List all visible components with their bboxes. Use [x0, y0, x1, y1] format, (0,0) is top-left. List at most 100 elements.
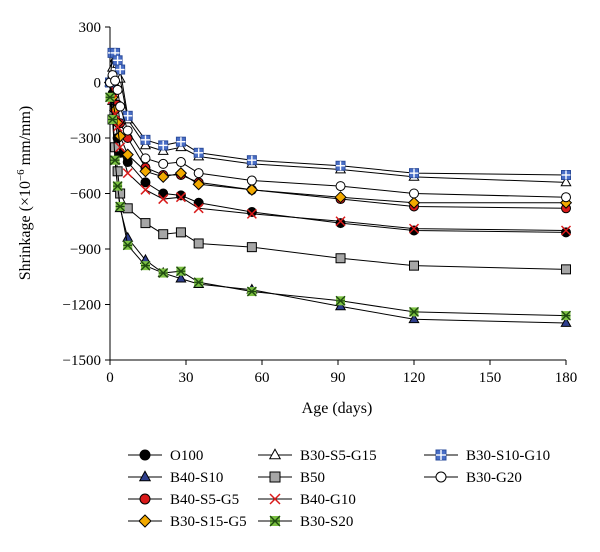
legend-label-b40-g10: B40-G10	[300, 492, 356, 508]
data-point-b30-g20	[140, 153, 151, 164]
data-point-b30-s10-g10	[335, 160, 346, 171]
data-point-b30-g20	[175, 157, 186, 168]
legend-marker-b30-g20	[435, 471, 447, 483]
data-point-o100	[246, 207, 257, 217]
x-tick-label: 150	[479, 370, 502, 386]
data-point-b30-s15-g5	[407, 196, 421, 209]
data-point-b50	[140, 218, 151, 229]
x-tick-label: 120	[403, 370, 426, 386]
data-point-b30-s20	[193, 277, 204, 288]
y-tick-label: −1200	[63, 298, 101, 314]
data-point-b30-s10-g10	[115, 64, 126, 75]
data-point-b50	[335, 253, 346, 264]
data-point-o100	[175, 190, 186, 201]
data-point-b30-g20	[158, 158, 169, 169]
data-point-b30-g20	[122, 125, 133, 136]
data-point-b30-s20	[246, 286, 257, 297]
y-tick-label: −300	[70, 131, 101, 147]
data-point-b50	[175, 227, 186, 238]
legend-marker-b40-s5-g5	[139, 493, 151, 505]
y-tick-label: −600	[70, 187, 101, 203]
series-line-b40-g10	[109, 82, 567, 231]
data-point-o100	[561, 227, 571, 238]
y-tick-label: 300	[79, 20, 102, 36]
data-point-b40-g10	[335, 216, 346, 227]
data-point-b30-s5-g15	[560, 176, 572, 187]
series-layer	[103, 47, 573, 327]
legend-label-b30-g20: B30-G20	[466, 470, 522, 486]
legend-marker-b50	[269, 471, 281, 483]
legend-item-b40-g10: B40-G10	[258, 492, 356, 508]
data-point-o100	[409, 225, 419, 236]
data-point-o100	[140, 177, 151, 188]
series-line-b30-s20	[109, 97, 567, 317]
data-point-b30-s20	[105, 92, 115, 103]
x-axis-title: Age (days)	[302, 400, 373, 417]
data-point-b40-g10	[122, 168, 133, 179]
data-point-b30-s20	[335, 295, 346, 306]
series-b40-g10	[104, 77, 572, 236]
series-o100	[105, 77, 571, 238]
data-point-b50	[409, 260, 419, 271]
data-point-b50	[193, 238, 204, 249]
data-point-b30-s20	[107, 114, 118, 125]
x-tick-label: 60	[255, 370, 270, 386]
data-point-b30-g20	[193, 168, 204, 179]
data-point-b30-g20	[409, 188, 419, 199]
data-point-o100	[335, 218, 346, 229]
data-point-b40-g10	[140, 184, 151, 195]
data-point-b50	[110, 142, 121, 153]
data-point-b30-s15-g5	[334, 191, 347, 204]
series-b30-s10-g10	[105, 47, 571, 180]
series-b50	[105, 77, 571, 275]
data-point-b40-g10	[246, 208, 257, 219]
y-tick-label: −1500	[63, 353, 101, 369]
data-point-b30-s10-g10	[175, 136, 186, 147]
data-point-b40-s10	[175, 272, 187, 283]
legend-item-b30-s10-g10: B30-S10-G10	[424, 448, 550, 464]
x-tick-label: 30	[179, 370, 194, 386]
data-point-b40-g10	[408, 223, 420, 234]
data-point-b30-s20	[115, 201, 126, 212]
data-point-b30-s15-g5	[157, 170, 170, 183]
data-point-b40-g10	[175, 192, 186, 203]
data-point-b40-g10	[115, 142, 126, 153]
data-point-b40-s10	[122, 231, 134, 242]
legend-label-b30-s15-g5: B30-S15-G5	[170, 514, 247, 530]
data-point-b30-g20	[110, 75, 121, 86]
series-b30-g20	[105, 70, 571, 203]
data-point-b30-s15-g5	[114, 130, 127, 143]
x-tick-label: 0	[106, 370, 114, 386]
data-point-b40-g10	[560, 225, 572, 236]
data-point-b30-s15-g5	[121, 148, 134, 161]
legend-label-b30-s10-g10: B30-S10-G10	[466, 448, 550, 464]
data-point-b40-s10	[334, 300, 347, 311]
legend-label-b50: B50	[300, 470, 325, 486]
legend-label-o100: O100	[170, 448, 203, 464]
data-point-b30-s10-g10	[158, 140, 169, 151]
axes: 300 0 −300 −600 −900 −1200 −1500 0 30 60 90 120 150 1…	[63, 20, 578, 386]
data-point-b40-s10	[408, 313, 420, 324]
data-point-b30-s20	[110, 155, 121, 166]
legend-item-b30-s20: B30-S20	[258, 514, 353, 530]
legend-item-b50: B50	[258, 470, 325, 486]
data-point-b30-s10-g10	[193, 147, 204, 158]
legend-marker-b30-s20	[269, 515, 281, 527]
data-point-b30-s10-g10	[140, 134, 151, 145]
data-point-b30-s10-g10	[246, 155, 257, 166]
legend-item-b30-g20: B30-G20	[424, 470, 522, 486]
data-point-b30-g20	[561, 192, 571, 203]
legend-marker-b40-g10	[269, 493, 281, 505]
legend-item-b30-s15-g5: B30-S15-G5	[128, 514, 247, 530]
legend: O100 B30-S5-G15 B30-S10-G10 B40-S10 B50 B30-G…	[128, 448, 550, 530]
x-tick-label: 90	[331, 370, 346, 386]
data-point-b30-s20	[158, 268, 169, 279]
legend-item-b40-s5-g5: B40-S5-G5	[128, 492, 239, 508]
legend-item-b40-s10: B40-S10	[128, 470, 223, 486]
data-point-b30-s20	[122, 240, 133, 251]
legend-marker-b30-s10-g10	[435, 449, 447, 461]
data-point-b30-s20	[409, 306, 419, 317]
legend-label-b30-s5-g15: B30-S5-G15	[300, 448, 377, 464]
data-point-b40-g10	[193, 203, 204, 214]
data-point-b30-s15-g5	[192, 178, 205, 191]
